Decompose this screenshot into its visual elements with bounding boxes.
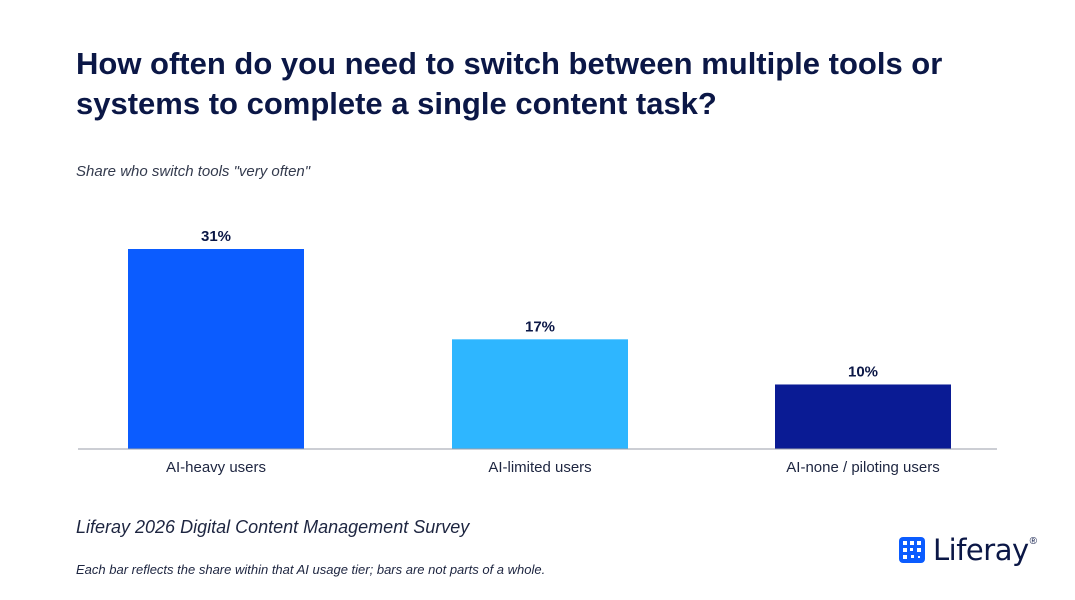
footnote: Each bar reflects the share within that …: [76, 562, 546, 577]
logo-wordmark: Liferay: [933, 533, 1029, 567]
page-title: How often do you need to switch between …: [76, 46, 943, 121]
registered-mark: ®: [1029, 536, 1037, 547]
category-label: AI-heavy users: [166, 459, 266, 476]
bar-2: [452, 339, 628, 449]
source-caption: Liferay 2026 Digital Content Management …: [76, 517, 470, 537]
bar-value-label: 10%: [848, 363, 878, 380]
chart-subtitle: Share who switch tools "very often": [76, 163, 311, 180]
liferay-logo-icon: [899, 537, 925, 563]
bar-3: [775, 384, 951, 449]
category-label: AI-limited users: [488, 459, 591, 476]
bar-1: [128, 249, 304, 449]
liferay-logo: Liferay ®: [899, 532, 1037, 568]
bar-value-label: 31%: [201, 228, 231, 245]
category-label: AI-none / piloting users: [786, 459, 939, 476]
bar-value-label: 17%: [525, 318, 555, 335]
